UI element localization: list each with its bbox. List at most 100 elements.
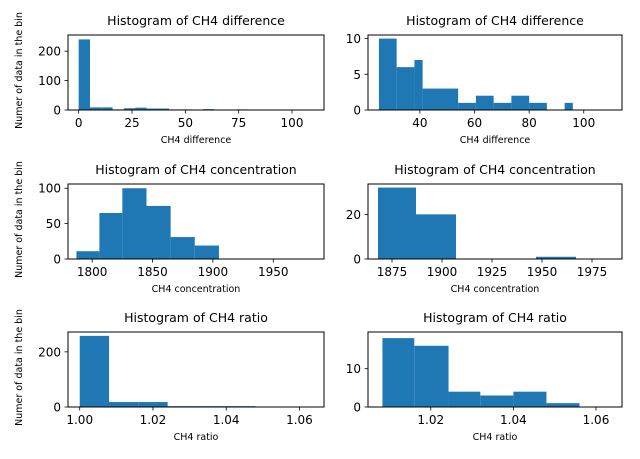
histogram-bar bbox=[475, 95, 494, 110]
histogram-panel-ch4-difference-all: Histogram of CH4 difference CH4 differen… bbox=[14, 12, 325, 146]
histogram-bar bbox=[378, 187, 416, 259]
x-tick-label: 1875 bbox=[377, 265, 408, 279]
histogram-bars bbox=[79, 335, 315, 408]
y-tick-label: 200 bbox=[38, 345, 61, 359]
y-tick-label: 0 bbox=[53, 104, 61, 118]
x-tick-label: 80 bbox=[521, 116, 536, 130]
histogram-panel-ch4-concentration-filtered: Histogram of CH4 concentration CH4 conce… bbox=[346, 162, 623, 295]
x-tick-label: 1975 bbox=[577, 265, 608, 279]
x-axis-label: CH4 difference bbox=[161, 135, 232, 146]
histogram-bar bbox=[422, 88, 459, 110]
histogram-bar bbox=[101, 107, 113, 110]
histogram-bar bbox=[458, 102, 476, 110]
x-tick-label: 0 bbox=[75, 116, 83, 130]
x-tick-label: 40 bbox=[412, 116, 427, 130]
x-tick-label: 1.04 bbox=[500, 413, 527, 427]
y-axis-label: Numer of data in the bin bbox=[14, 12, 25, 129]
x-axis-label: CH4 ratio bbox=[473, 432, 518, 443]
histogram-bar bbox=[480, 395, 514, 407]
histogram-bar bbox=[414, 345, 449, 407]
histogram-bar bbox=[170, 237, 195, 259]
x-axis-label: CH4 ratio bbox=[174, 432, 219, 443]
histogram-bar bbox=[493, 102, 512, 110]
histogram-bar bbox=[157, 108, 170, 110]
histogram-panel-ch4-ratio-all: Histogram of CH4 ratio CH4 ratio Numer o… bbox=[14, 309, 325, 443]
y-tick-label: 50 bbox=[46, 217, 61, 231]
plot-frame bbox=[67, 183, 325, 260]
histogram-bar bbox=[109, 402, 139, 407]
y-tick-label: 0 bbox=[353, 253, 361, 267]
histogram-bar bbox=[76, 251, 100, 259]
y-tick-label: 100 bbox=[38, 182, 61, 196]
histogram-bar bbox=[89, 107, 102, 110]
plot-frame bbox=[367, 183, 623, 260]
histogram-bar bbox=[448, 391, 481, 407]
axis-ticks: 1875 1900 1925 1950 1975 0 20 bbox=[346, 208, 608, 279]
panel-title: Histogram of CH4 concentration bbox=[394, 162, 595, 177]
histogram-panel-ch4-difference-filtered: Histogram of CH4 difference CH4 differen… bbox=[346, 13, 623, 146]
x-tick-label: 1.00 bbox=[66, 413, 93, 427]
x-tick-label: 100 bbox=[572, 116, 595, 130]
y-tick-label: 10 bbox=[346, 362, 361, 376]
x-tick-label: 50 bbox=[178, 116, 193, 130]
x-axis-label: CH4 concentration bbox=[451, 284, 540, 295]
histogram-bars bbox=[78, 39, 249, 110]
histogram-bar bbox=[146, 108, 158, 110]
y-axis-label: Numer of data in the bin bbox=[14, 309, 25, 426]
histogram-panel-ch4-concentration-all: Histogram of CH4 concentration CH4 conce… bbox=[14, 161, 325, 295]
axis-ticks: 1.02 1.04 1.06 0 10 bbox=[346, 362, 610, 427]
x-tick-label: 1925 bbox=[477, 265, 508, 279]
x-axis-label: CH4 concentration bbox=[152, 284, 241, 295]
histogram-bar bbox=[79, 335, 110, 407]
x-tick-label: 1850 bbox=[137, 265, 168, 279]
panel-title: Histogram of CH4 ratio bbox=[124, 310, 268, 325]
histogram-bars bbox=[382, 338, 580, 407]
x-tick-label: 1.02 bbox=[140, 413, 167, 427]
plot-frame bbox=[67, 34, 325, 111]
x-tick-label: 1.02 bbox=[417, 413, 444, 427]
histogram-bar bbox=[135, 107, 147, 110]
x-tick-label: 60 bbox=[467, 116, 482, 130]
y-tick-label: 100 bbox=[38, 74, 61, 88]
panel-title: Histogram of CH4 difference bbox=[107, 13, 285, 28]
y-tick-label: 20 bbox=[346, 208, 361, 222]
plot-frame bbox=[367, 34, 623, 111]
x-tick-label: 75 bbox=[231, 116, 246, 130]
histogram-bar bbox=[138, 402, 168, 407]
histogram-bar bbox=[382, 338, 415, 407]
histogram-bar bbox=[122, 188, 147, 259]
x-tick-label: 1.06 bbox=[583, 413, 610, 427]
histogram-bars bbox=[76, 188, 219, 259]
y-tick-label: 0 bbox=[53, 253, 61, 267]
histogram-bar bbox=[414, 60, 423, 110]
x-tick-label: 1900 bbox=[198, 265, 229, 279]
y-tick-label: 10 bbox=[346, 32, 361, 46]
y-tick-label: 200 bbox=[38, 45, 61, 59]
histogram-bar bbox=[378, 38, 397, 110]
histogram-bar bbox=[78, 39, 90, 110]
histogram-bar bbox=[511, 95, 530, 110]
axis-ticks: 1800 1850 1900 1950 0 50 100 bbox=[38, 182, 288, 279]
panel-title: Histogram of CH4 ratio bbox=[423, 310, 567, 325]
histogram-bars bbox=[378, 187, 576, 259]
x-tick-label: 1800 bbox=[77, 265, 108, 279]
x-tick-label: 1.04 bbox=[213, 413, 240, 427]
plot-frame bbox=[367, 331, 623, 408]
histogram-bar bbox=[194, 245, 219, 259]
histogram-bar bbox=[146, 205, 171, 259]
histogram-bar bbox=[99, 213, 123, 259]
histogram-bar bbox=[536, 256, 576, 259]
x-tick-label: 1.06 bbox=[286, 413, 313, 427]
axis-ticks: 40 60 80 100 0 5 10 bbox=[346, 32, 595, 130]
x-tick-label: 100 bbox=[281, 116, 304, 130]
y-tick-label: 0 bbox=[353, 104, 361, 118]
panel-title: Histogram of CH4 difference bbox=[406, 13, 584, 28]
histogram-bar bbox=[564, 102, 573, 110]
plot-frame bbox=[67, 331, 325, 408]
histogram-bar bbox=[513, 391, 547, 407]
y-tick-label: 0 bbox=[353, 401, 361, 415]
axis-ticks: 0 25 50 75 100 0 100 200 bbox=[38, 45, 303, 130]
histogram-bar bbox=[416, 214, 456, 259]
x-tick-label: 25 bbox=[124, 116, 139, 130]
